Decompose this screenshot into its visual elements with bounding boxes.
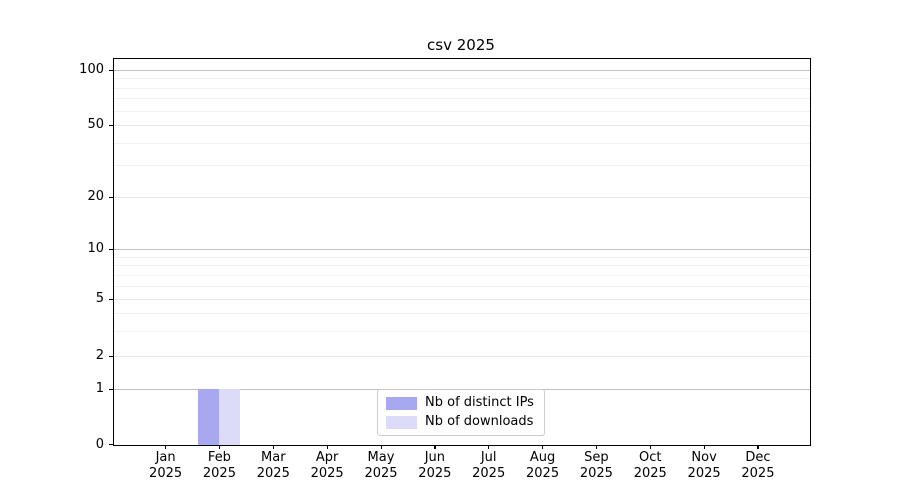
legend-row: Nb of downloads <box>386 414 536 430</box>
bar <box>219 389 241 445</box>
y-tick <box>109 298 113 300</box>
grid-line-major <box>114 249 810 250</box>
bar <box>198 389 220 445</box>
x-tick-label: Apr 2025 <box>310 450 344 481</box>
x-tick <box>434 445 436 449</box>
y-tick-label: 50 <box>87 117 104 132</box>
legend-row: Nb of distinct IPs <box>386 395 536 411</box>
grid-line-minor <box>114 265 810 267</box>
legend-label: Nb of distinct IPs <box>425 395 534 410</box>
legend-swatch <box>386 415 417 429</box>
y-tick <box>109 196 113 198</box>
x-tick <box>165 445 167 449</box>
grid-line-minor <box>114 87 810 89</box>
x-tick <box>326 445 328 449</box>
x-tick <box>380 445 382 449</box>
x-tick-label: May 2025 <box>364 450 398 481</box>
x-tick <box>542 445 544 449</box>
x-tick-label: Dec 2025 <box>741 450 775 481</box>
plot-area: Nb of distinct IPs Nb of downloads <box>113 58 811 446</box>
grid-line-labeled <box>114 125 810 126</box>
x-tick-label: Jan 2025 <box>149 450 183 481</box>
grid-line-labeled <box>114 197 810 198</box>
x-tick-label: Nov 2025 <box>687 450 721 481</box>
y-tick-label: 2 <box>95 348 104 363</box>
grid-line-minor <box>114 78 810 80</box>
y-tick <box>109 388 113 390</box>
x-tick <box>218 445 221 449</box>
chart-title: csv 2025 <box>427 36 495 54</box>
x-tick-label: Jul 2025 <box>472 450 506 481</box>
grid-line-labeled <box>114 356 810 357</box>
x-tick-label: Feb 2025 <box>202 450 236 481</box>
x-tick <box>488 445 490 449</box>
x-tick-label: Aug 2025 <box>526 450 560 481</box>
x-tick-label: Sep 2025 <box>579 450 613 481</box>
grid-line-minor <box>114 330 810 332</box>
x-tick-label: Oct 2025 <box>633 450 667 481</box>
y-tick-label: 10 <box>87 241 104 256</box>
y-tick <box>109 355 113 357</box>
y-tick-label: 100 <box>79 62 104 77</box>
x-tick <box>757 445 759 449</box>
grid-line-minor <box>114 110 810 112</box>
x-tick-label: Mar 2025 <box>256 450 290 481</box>
grid-line-minor <box>114 312 810 314</box>
y-tick <box>109 69 113 71</box>
grid-line-major <box>114 70 810 71</box>
x-tick-label: Jun 2025 <box>418 450 452 481</box>
y-tick <box>109 124 113 126</box>
grid-line-minor <box>114 256 810 258</box>
x-tick <box>272 445 274 449</box>
x-tick <box>649 445 651 449</box>
legend-swatch <box>386 396 417 410</box>
y-tick-label: 1 <box>95 381 104 396</box>
y-tick <box>109 248 113 250</box>
grid-line-labeled <box>114 299 810 300</box>
x-tick <box>595 445 598 449</box>
y-tick <box>109 444 113 446</box>
x-tick <box>703 445 705 449</box>
y-tick-label: 5 <box>95 291 104 306</box>
y-tick-label: 20 <box>87 189 104 204</box>
grid-line-minor <box>114 98 810 100</box>
grid-line-minor <box>114 285 810 287</box>
grid-line-minor <box>114 142 810 144</box>
grid-line-minor <box>114 165 810 167</box>
y-tick-label: 0 <box>95 436 104 452</box>
grid-line-minor <box>114 274 810 276</box>
legend-label: Nb of downloads <box>425 414 534 429</box>
legend: Nb of distinct IPs Nb of downloads <box>377 389 545 436</box>
